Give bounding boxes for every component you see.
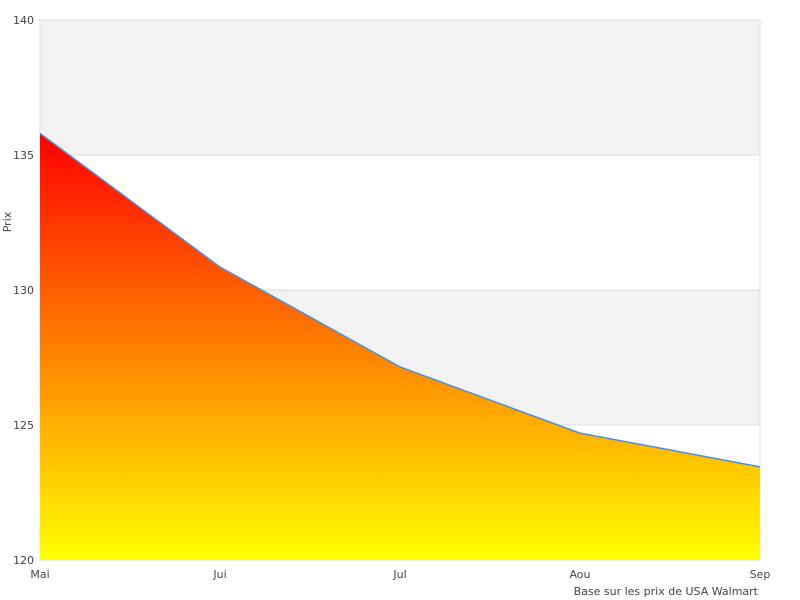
- x-tick-label: Jul: [392, 568, 406, 581]
- y-tick-label: 130: [13, 284, 34, 297]
- x-tick-label: Aou: [569, 568, 590, 581]
- x-axis-label: Base sur les prix de USA Walmart: [574, 585, 759, 598]
- grid-band: [40, 20, 760, 155]
- y-tick-label: 125: [13, 419, 34, 432]
- y-axis-label: Prix: [1, 211, 14, 232]
- x-tick-label: Sep: [750, 568, 771, 581]
- area-fill: [40, 133, 760, 560]
- x-tick-label: Mai: [30, 568, 49, 581]
- y-tick-label: 135: [13, 149, 34, 162]
- y-tick-label: 120: [13, 554, 34, 567]
- y-tick-label: 140: [13, 14, 34, 27]
- x-tick-label: Jui: [212, 568, 226, 581]
